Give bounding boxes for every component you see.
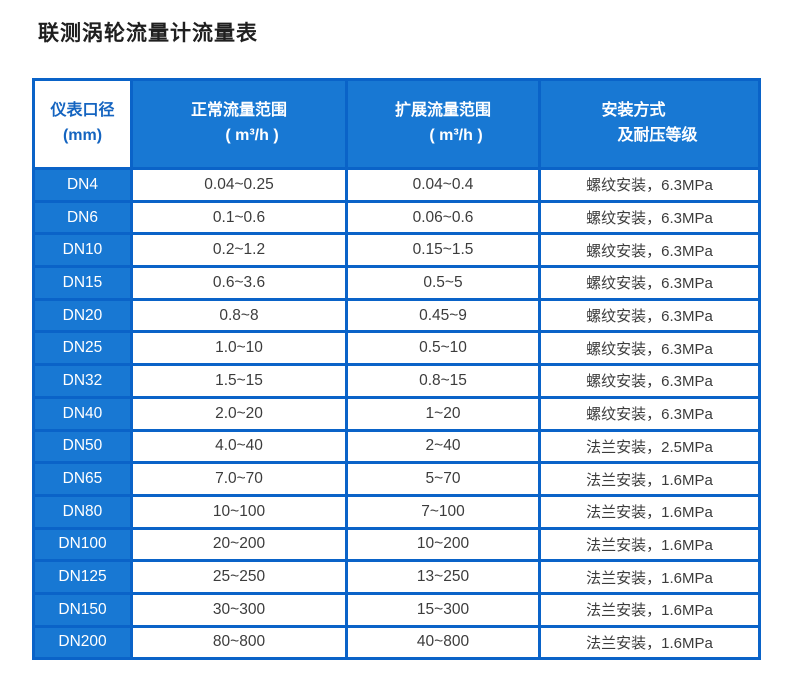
extended-range-cell: 0.45~9 (345, 297, 541, 334)
table-row: DN4 0.04~0.25 0.04~0.4 螺纹安装，6.3MPa (32, 167, 761, 203)
diameter-cell: DN4 (32, 167, 133, 203)
diameter-cell: DN65 (32, 461, 133, 497)
table-row: DN20 0.8~8 0.45~9 螺纹安装，6.3MPa (32, 297, 761, 334)
header-extended-range-line1: 扩展流量范围 (394, 102, 491, 120)
table-row: DN15 0.6~3.6 0.5~5 螺纹安装，6.3MPa (32, 265, 761, 301)
flow-rate-table: 仪表口径 (mm) 正常流量范围 ( m³/h ) 扩展流量范围 ( m³/h … (32, 78, 761, 661)
header-install-line1: 安装方式 (601, 102, 666, 120)
normal-range-cell: 80~800 (130, 624, 348, 661)
extended-range-cell: 0.06~0.6 (345, 199, 541, 236)
header-diameter: 仪表口径 (mm) (32, 78, 133, 170)
normal-range-cell: 25~250 (130, 559, 348, 595)
table-row: DN200 80~800 40~800 法兰安装，1.6MPa (32, 624, 761, 661)
normal-range-cell: 2.0~20 (130, 395, 348, 432)
install-cell: 螺纹安装，6.3MPa (538, 232, 761, 269)
extended-range-cell: 7~100 (345, 493, 541, 530)
extended-range-cell: 0.15~1.5 (345, 232, 541, 269)
table-row: DN65 7.0~70 5~70 法兰安装，1.6MPa (32, 461, 761, 497)
table-row: DN25 1.0~10 0.5~10 螺纹安装，6.3MPa (32, 330, 761, 367)
extended-range-cell: 2~40 (345, 428, 541, 465)
diameter-cell: DN25 (32, 330, 133, 367)
install-cell: 法兰安装，1.6MPa (538, 624, 761, 661)
extended-range-cell: 10~200 (345, 526, 541, 563)
extended-range-cell: 15~300 (345, 591, 541, 628)
normal-range-cell: 0.1~0.6 (130, 199, 348, 236)
diameter-cell: DN150 (32, 591, 133, 628)
extended-range-cell: 1~20 (345, 395, 541, 432)
diameter-cell: DN20 (32, 297, 133, 334)
normal-range-cell: 1.0~10 (130, 330, 348, 367)
diameter-cell: DN6 (32, 199, 133, 236)
normal-range-cell: 7.0~70 (130, 461, 348, 497)
header-row: 仪表口径 (mm) 正常流量范围 ( m³/h ) 扩展流量范围 ( m³/h … (32, 78, 761, 170)
table-row: DN125 25~250 13~250 法兰安装，1.6MPa (32, 559, 761, 595)
table-row: DN40 2.0~20 1~20 螺纹安装，6.3MPa (32, 395, 761, 432)
diameter-cell: DN40 (32, 395, 133, 432)
table-row: DN80 10~100 7~100 法兰安装，1.6MPa (32, 493, 761, 530)
install-cell: 法兰安装，1.6MPa (538, 559, 761, 595)
install-cell: 螺纹安装，6.3MPa (538, 363, 761, 399)
diameter-cell: DN15 (32, 265, 133, 301)
install-cell: 螺纹安装，6.3MPa (538, 297, 761, 334)
install-cell: 螺纹安装，6.3MPa (538, 395, 761, 432)
page-title: 联测涡轮流量计流量表 (38, 22, 258, 45)
install-cell: 法兰安装，1.6MPa (538, 493, 761, 530)
header-extended-range: 扩展流量范围 ( m³/h ) (345, 78, 541, 170)
normal-range-cell: 4.0~40 (130, 428, 348, 465)
diameter-cell: DN200 (32, 624, 133, 661)
table-header: 仪表口径 (mm) 正常流量范围 ( m³/h ) 扩展流量范围 ( m³/h … (32, 78, 761, 170)
normal-range-cell: 1.5~15 (130, 363, 348, 399)
extended-range-cell: 5~70 (345, 461, 541, 497)
install-cell: 螺纹安装，6.3MPa (538, 167, 761, 203)
header-extended-range-line2: ( m³/h ) (429, 127, 483, 144)
install-cell: 法兰安装，1.6MPa (538, 526, 761, 563)
diameter-cell: DN125 (32, 559, 133, 595)
extended-range-cell: 13~250 (345, 559, 541, 595)
install-cell: 法兰安装，2.5MPa (538, 428, 761, 465)
diameter-cell: DN32 (32, 363, 133, 399)
extended-range-cell: 0.5~5 (345, 265, 541, 301)
diameter-cell: DN50 (32, 428, 133, 465)
table-row: DN150 30~300 15~300 法兰安装，1.6MPa (32, 591, 761, 628)
header-normal-range-line2: ( m³/h ) (225, 127, 279, 144)
header-install: 安装方式 及耐压等级 (538, 78, 761, 170)
table-row: DN6 0.1~0.6 0.06~0.6 螺纹安装，6.3MPa (32, 199, 761, 236)
diameter-cell: DN10 (32, 232, 133, 269)
diameter-cell: DN100 (32, 526, 133, 563)
install-cell: 螺纹安装，6.3MPa (538, 265, 761, 301)
normal-range-cell: 10~100 (130, 493, 348, 530)
header-normal-range-line1: 正常流量范围 (190, 102, 287, 120)
header-diameter-line2: (mm) (62, 127, 103, 144)
header-diameter-line1: 仪表口径 (50, 102, 115, 120)
extended-range-cell: 0.04~0.4 (345, 167, 541, 203)
diameter-cell: DN80 (32, 493, 133, 530)
normal-range-cell: 0.04~0.25 (130, 167, 348, 203)
install-cell: 法兰安装，1.6MPa (538, 461, 761, 497)
extended-range-cell: 0.8~15 (345, 363, 541, 399)
install-cell: 螺纹安装，6.3MPa (538, 199, 761, 236)
table-row: DN50 4.0~40 2~40 法兰安装，2.5MPa (32, 428, 761, 465)
extended-range-cell: 40~800 (345, 624, 541, 661)
table-body: DN4 0.04~0.25 0.04~0.4 螺纹安装，6.3MPa DN6 0.1~0.… (32, 167, 761, 661)
normal-range-cell: 0.8~8 (130, 297, 348, 334)
normal-range-cell: 0.6~3.6 (130, 265, 348, 301)
normal-range-cell: 20~200 (130, 526, 348, 563)
table-row: DN10 0.2~1.2 0.15~1.5 螺纹安装，6.3MPa (32, 232, 761, 269)
header-install-line2: 及耐压等级 (617, 127, 698, 144)
table-row: DN32 1.5~15 0.8~15 螺纹安装，6.3MPa (32, 363, 761, 399)
install-cell: 法兰安装，1.6MPa (538, 591, 761, 628)
header-normal-range: 正常流量范围 ( m³/h ) (130, 78, 348, 170)
extended-range-cell: 0.5~10 (345, 330, 541, 367)
table-row: DN100 20~200 10~200 法兰安装，1.6MPa (32, 526, 761, 563)
normal-range-cell: 0.2~1.2 (130, 232, 348, 269)
install-cell: 螺纹安装，6.3MPa (538, 330, 761, 367)
normal-range-cell: 30~300 (130, 591, 348, 628)
